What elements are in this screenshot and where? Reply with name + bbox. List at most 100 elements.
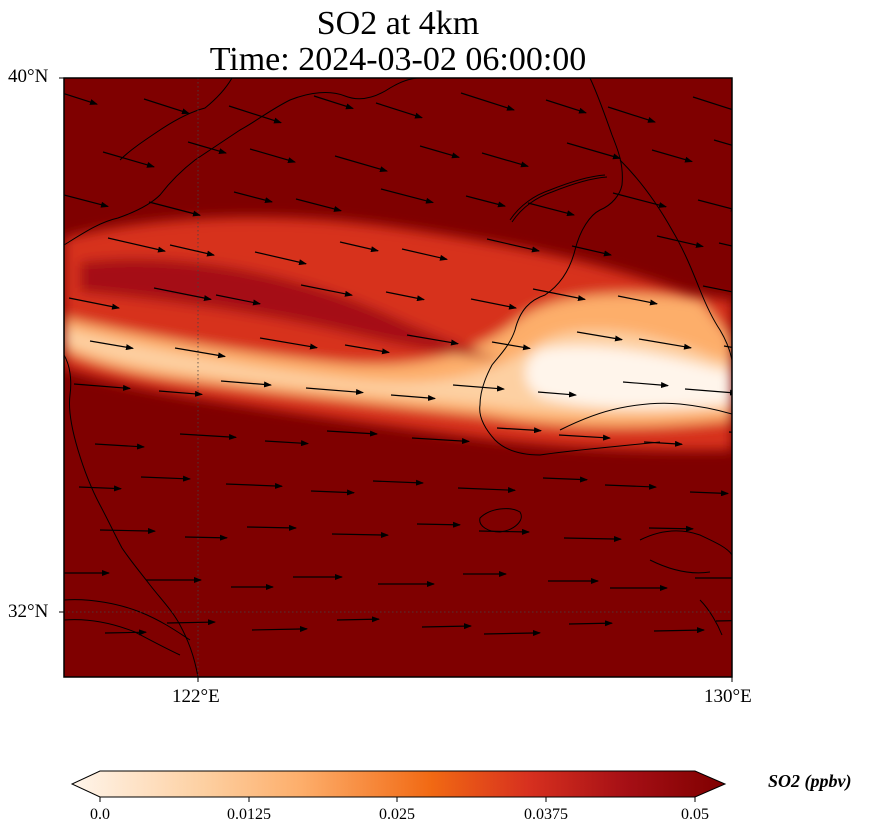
wind-arrow (723, 345, 732, 348)
wind-arrow (64, 92, 98, 105)
wind-arrow (416, 521, 461, 528)
wind-arrow (174, 347, 226, 359)
wind-arrow (104, 629, 147, 636)
map-frame (63, 77, 733, 678)
wind-arrow (702, 285, 732, 293)
wind-arrow (486, 238, 540, 253)
wind-arrow (99, 527, 156, 534)
coastline-korea-west (479, 78, 661, 456)
ytick-label-40n: 40°N (8, 66, 49, 87)
wind-arrow (339, 241, 379, 253)
colorbar-tick-1: 0.0125 (227, 806, 271, 823)
wind-arrow (380, 188, 434, 204)
wind-arrow (734, 535, 785, 536)
wind-arrow (545, 99, 587, 114)
wind-arrow (143, 98, 190, 115)
wind-arrow (411, 437, 470, 444)
coastline-china-north (64, 78, 421, 246)
colorbar-label: SO2 (ppbv) (768, 771, 852, 791)
wind-arrow (246, 524, 297, 531)
wind-arrow (622, 381, 669, 389)
wind-arrow (483, 630, 541, 637)
wind-arrow (542, 476, 588, 483)
japan-kyushu (639, 530, 732, 636)
korea-border (509, 174, 608, 223)
wind-arrow (225, 482, 283, 489)
wind-arrow (527, 202, 575, 217)
wind-arrow (295, 198, 342, 212)
plume-high-concentration (525, 346, 732, 408)
ytick-label-32n: 32°N (8, 601, 49, 622)
wind-arrow (728, 431, 732, 433)
wind-arrow (537, 391, 577, 398)
wind-arrow (187, 141, 227, 154)
chart-title-line1: SO2 at 4km (316, 5, 480, 42)
wind-arrow (571, 245, 612, 257)
wind-arrow (251, 626, 308, 633)
wind-arrow (331, 531, 389, 538)
coastline-korea-south (559, 402, 732, 431)
wind-arrow (94, 443, 145, 450)
wind-arrow (689, 490, 729, 497)
wind-arrow (300, 284, 353, 297)
wind-arrow (653, 627, 705, 634)
wind-arrow (491, 341, 531, 351)
wind-arrow (715, 620, 732, 622)
wind-arrow (419, 145, 460, 159)
wind-arrow (643, 440, 683, 447)
wind-arrow (465, 195, 506, 208)
wind-arrow (169, 244, 215, 257)
wind-arrow (617, 295, 658, 306)
colorbar-tick-4: 0.05 (681, 806, 709, 823)
wind-arrow (259, 337, 318, 350)
wind-arrow (651, 149, 693, 163)
wind-arrow (457, 487, 516, 493)
colorbar-tick-2: 0.025 (379, 806, 415, 823)
wind-arrow (249, 148, 296, 163)
wind-arrow (470, 298, 517, 310)
wind-arrow (305, 387, 364, 395)
chart-title-line2: Time: 2024-03-02 06:00:00 (209, 41, 587, 78)
colorbar (70, 770, 727, 798)
wind-arrow (385, 291, 425, 302)
wind-arrow (344, 344, 390, 355)
wind-arrow (718, 242, 732, 247)
colorbar-tick-3: 0.0375 (524, 806, 568, 823)
wind-arrow (68, 297, 120, 310)
wind-arrow (334, 155, 388, 173)
wind-arrow (166, 619, 216, 626)
wind-arrow (215, 294, 261, 306)
xtick-label-130e: 130°E (704, 686, 752, 707)
wind-arrow (220, 380, 272, 388)
wind-arrow (648, 525, 694, 532)
wind-arrow (326, 430, 378, 437)
wind-arrow (612, 192, 667, 208)
wind-arrow (107, 237, 166, 253)
coastline-liaodong (119, 78, 233, 161)
yangtze-estuary (64, 599, 191, 641)
wind-arrow (604, 483, 657, 490)
wind-arrow (336, 616, 380, 623)
wind-arrow (568, 620, 613, 627)
colorbar-tick-0: 0.0 (90, 806, 110, 823)
wind-arrow (184, 534, 228, 541)
wind-arrow (153, 287, 212, 301)
xtick-label-122e: 122°E (172, 686, 220, 707)
wind-arrow (310, 489, 355, 496)
plume-dark-band (80, 258, 500, 360)
wind-arrow (158, 390, 203, 397)
wind-arrow (401, 248, 448, 261)
wind-arrow (64, 194, 109, 208)
wind-arrow (233, 191, 273, 204)
wind-arrow (576, 331, 623, 342)
wind-arrow (566, 142, 621, 160)
map-plot-area (64, 78, 785, 677)
wind-arrow (607, 106, 656, 123)
wind-arrow (372, 479, 424, 486)
wind-arrow (140, 475, 191, 482)
wind-arrow (460, 92, 515, 111)
wind-arrow (532, 288, 586, 301)
wind-arrow (390, 394, 436, 401)
jeju-island (479, 508, 522, 533)
